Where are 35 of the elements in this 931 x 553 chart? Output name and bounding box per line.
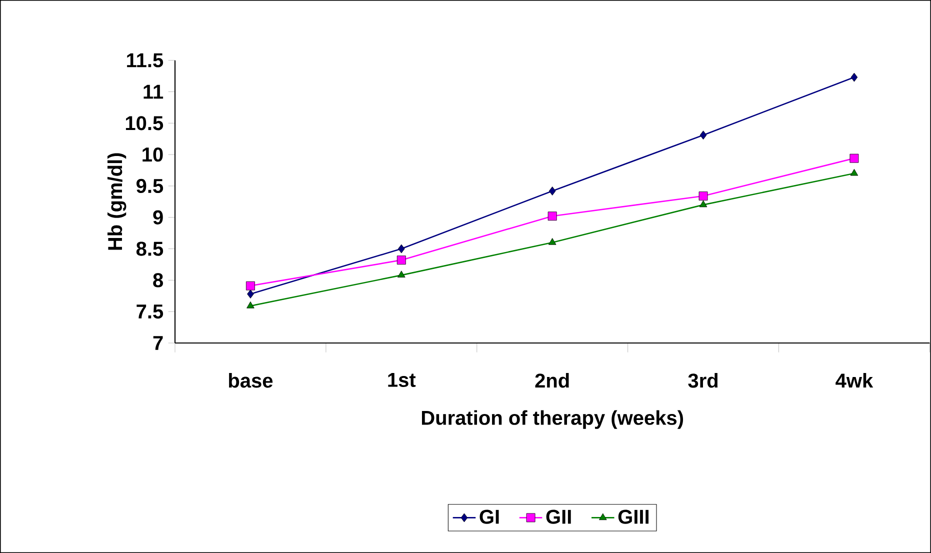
x-tick-label: base: [228, 373, 273, 388]
point: [396, 256, 406, 265]
point: [247, 290, 254, 298]
point: [548, 212, 557, 221]
point: [850, 154, 859, 163]
x-tick-label: 3rd: [688, 373, 718, 388]
point: [699, 200, 708, 208]
y-tick-label: 11: [144, 84, 164, 99]
y-tick-label: 9.5: [136, 178, 164, 194]
point: [246, 301, 254, 308]
y-tick-label: 10.5: [126, 116, 164, 130]
y-tick-label: 8.5: [136, 242, 164, 256]
point: [850, 72, 858, 82]
y-tick-label: 7: [153, 336, 163, 350]
y-axis-title: Hb (gm/dl): [107, 153, 126, 250]
legend-label: GII: [546, 510, 571, 524]
y-tick-label: 8: [153, 273, 163, 288]
point: [398, 270, 406, 278]
x-tick-label: 4wk: [836, 373, 874, 388]
point: [850, 168, 858, 176]
y-tick-label: 11.5: [127, 53, 164, 68]
point: [246, 281, 255, 290]
legend-label: GIII: [618, 510, 648, 524]
point: [700, 130, 707, 140]
point: [698, 192, 708, 200]
x-tick-label: 2nd: [535, 373, 569, 388]
point: [548, 238, 556, 245]
x-axis-title: Duration of therapy (weeks): [422, 410, 684, 429]
legend-label: GI: [480, 510, 499, 524]
y-tick-label: 10: [142, 147, 163, 162]
point: [548, 186, 556, 196]
point: [398, 244, 405, 254]
x-tick-label: 1st: [388, 373, 416, 387]
y-tick-label: 9: [153, 210, 163, 224]
y-tick-label: 7.5: [136, 304, 164, 319]
